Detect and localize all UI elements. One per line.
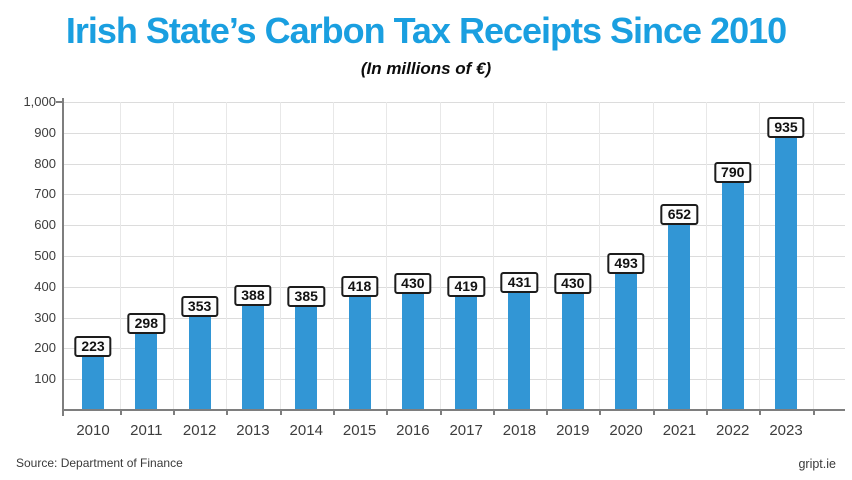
y-axis-tick-label: 100 — [34, 371, 56, 387]
y-axis-tick-label: 200 — [34, 340, 56, 356]
gridline-v — [546, 102, 548, 410]
bar-2022 — [721, 166, 744, 410]
x-axis-tick — [492, 411, 495, 415]
x-axis-label-2022: 2022 — [716, 422, 750, 439]
y-axis-tick-label: 1,000 — [23, 94, 56, 109]
gridline-h-900 — [63, 132, 845, 134]
bar-value-label-2017: 419 — [447, 275, 485, 297]
gridline-v — [439, 102, 441, 410]
y-axis-top-tick — [56, 101, 62, 103]
y-axis-tick-label: 900 — [34, 124, 56, 140]
bar-2015 — [348, 281, 371, 410]
gridline-h-300 — [63, 317, 845, 319]
bar-2010 — [82, 341, 104, 410]
gridline-v — [706, 102, 708, 410]
gridline-h-100 — [63, 379, 845, 381]
y-axis-tick-label: 300 — [34, 309, 56, 325]
gridline-v — [332, 102, 334, 410]
x-axis-tick — [812, 411, 815, 415]
x-axis-tick — [172, 411, 175, 415]
bar-2020 — [615, 258, 638, 410]
gridline-h-500 — [63, 256, 845, 257]
x-axis-tick — [279, 411, 282, 415]
x-axis-label-2019: 2019 — [556, 422, 590, 439]
bar-value-label-2010: 223 — [74, 336, 112, 358]
y-axis-tick-label: 700 — [34, 186, 56, 202]
bar-value-label-2015: 418 — [340, 276, 379, 298]
source-note: Source: Department of Finance — [16, 456, 183, 470]
x-axis-label-2013: 2013 — [236, 422, 270, 439]
gridline-v — [812, 102, 814, 410]
bar-value-label-2016: 430 — [394, 272, 432, 294]
bar-2016 — [401, 277, 424, 410]
x-axis-label-2017: 2017 — [449, 422, 483, 439]
x-axis-label-2021: 2021 — [662, 422, 697, 439]
x-axis-line — [62, 409, 845, 411]
gridline-v — [386, 102, 388, 410]
y-axis-tick-label: 800 — [34, 155, 56, 171]
gridline-h-800 — [63, 163, 845, 165]
bar-2013 — [241, 290, 264, 410]
bar-2018 — [508, 277, 531, 410]
x-axis-tick — [119, 411, 122, 415]
bar-value-label-2011: 298 — [127, 313, 165, 335]
x-axis-tick — [599, 411, 602, 415]
x-axis-label-2010: 2010 — [76, 422, 110, 439]
gridline-v — [279, 102, 281, 410]
gridline-v — [492, 102, 494, 410]
bar-value-label-2023: 935 — [767, 117, 805, 139]
bar-value-label-2021: 652 — [660, 204, 699, 226]
y-axis-tick-label: 400 — [34, 278, 56, 294]
x-axis-tick — [332, 411, 335, 415]
chart-title: Irish State’s Carbon Tax Receipts Since … — [65, 10, 787, 51]
x-axis-tick — [652, 411, 655, 415]
y-axis-tick-label: 600 — [34, 217, 56, 233]
x-axis-label-2011: 2011 — [130, 422, 163, 439]
bar-2019 — [561, 277, 584, 410]
bar-2014 — [295, 291, 318, 410]
y-axis-tick-label: 500 — [34, 248, 56, 263]
x-axis-tick — [386, 411, 389, 415]
gridline-h-1000 — [63, 102, 845, 103]
x-axis-label-2014: 2014 — [289, 422, 323, 439]
gridline-v — [652, 102, 654, 410]
x-axis-label-2020: 2020 — [609, 422, 643, 439]
gridline-h-600 — [63, 225, 845, 227]
gridline-v — [119, 102, 121, 410]
chart-subtitle: (In millions of €) — [360, 59, 492, 78]
bar-2023 — [775, 122, 798, 410]
bar-2021 — [668, 209, 691, 410]
gridline-h-700 — [63, 194, 845, 196]
gridline-v — [226, 102, 228, 410]
y-axis-line — [62, 98, 64, 416]
bar-value-label-2019: 430 — [554, 272, 592, 294]
x-axis-label-2016: 2016 — [396, 422, 430, 439]
gridline-v — [599, 102, 601, 410]
watermark-gript: gript.ie — [798, 457, 836, 471]
gridline-h-200 — [63, 348, 845, 350]
x-axis-label-2012: 2012 — [182, 422, 217, 439]
x-axis-label-2015: 2015 — [342, 422, 377, 439]
bar-value-label-2014: 385 — [287, 286, 325, 308]
gridline-v — [172, 102, 174, 410]
bar-2011 — [135, 318, 158, 410]
bar-value-label-2018: 431 — [500, 272, 539, 294]
x-axis-label-2018: 2018 — [502, 422, 537, 439]
bar-value-label-2020: 493 — [607, 253, 645, 275]
bar-value-label-2013: 388 — [234, 285, 272, 307]
x-axis-label-2023: 2023 — [769, 422, 803, 439]
bar-2012 — [188, 301, 211, 410]
x-axis-tick — [706, 411, 709, 415]
x-axis-tick — [759, 411, 762, 415]
bar-2017 — [455, 280, 478, 410]
gridline-v — [759, 102, 761, 410]
x-axis-tick — [546, 411, 549, 415]
x-axis-tick — [226, 411, 229, 415]
x-axis-tick — [439, 411, 442, 415]
bar-value-label-2012: 353 — [180, 296, 219, 318]
bar-value-label-2022: 790 — [714, 161, 752, 183]
